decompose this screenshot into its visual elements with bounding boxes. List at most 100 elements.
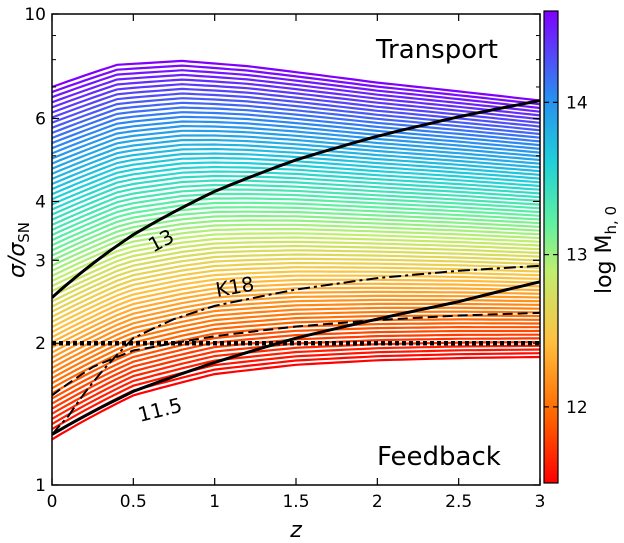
x-tick-label: 2.5 xyxy=(445,492,472,512)
band-curve xyxy=(52,73,540,113)
band-curve xyxy=(52,92,540,128)
band-curve xyxy=(52,115,540,150)
band-curve xyxy=(52,261,540,318)
y-tick-label: 10 xyxy=(24,5,46,25)
mass-curve-band xyxy=(52,59,540,441)
x-tick-label: 3 xyxy=(535,492,546,512)
series-line-dashed-3 xyxy=(52,311,540,397)
band-curve xyxy=(52,214,540,262)
x-tick-label: 2 xyxy=(372,492,383,512)
x-tick-label: 1 xyxy=(209,492,220,512)
band-curve xyxy=(52,129,540,165)
band-curve xyxy=(52,152,540,191)
svg-text:σ/σSN: σ/σSN xyxy=(5,222,33,278)
band-curve xyxy=(52,337,540,415)
band-curve xyxy=(52,257,540,313)
band-curve xyxy=(52,59,540,102)
y-tick-label: 6 xyxy=(35,109,46,129)
y-axis-label-main: σ/σ xyxy=(5,242,30,278)
band-curve xyxy=(52,344,540,425)
x-tick-label: 0 xyxy=(47,492,58,512)
series-lines xyxy=(52,99,540,436)
band-curve xyxy=(52,165,540,206)
series-line-11.5 xyxy=(52,280,540,436)
series-line-K18 xyxy=(52,264,540,436)
series-label-11-5: 11.5 xyxy=(135,393,184,427)
band-curve xyxy=(52,244,540,298)
band-curve xyxy=(52,97,540,132)
band-curve xyxy=(52,219,540,267)
band-curve xyxy=(52,87,540,124)
band-curve xyxy=(52,78,540,117)
band-curve xyxy=(52,294,540,359)
band-curve xyxy=(52,270,540,328)
band-curve xyxy=(52,302,540,369)
band-curve xyxy=(52,161,540,201)
band-curve xyxy=(52,170,540,211)
band-curve xyxy=(52,274,540,334)
band-curve xyxy=(52,101,540,136)
band-curve xyxy=(52,278,540,339)
y-tick-label: 4 xyxy=(35,192,46,212)
colorbar-ticks: 12 13 14 xyxy=(544,93,588,418)
band-curve xyxy=(52,306,540,374)
band-curve xyxy=(52,69,540,110)
band-curve xyxy=(52,348,540,431)
band-curve xyxy=(52,179,540,221)
band-curve xyxy=(52,174,540,216)
band-curve xyxy=(52,249,540,303)
band-curve xyxy=(52,236,540,288)
colorbar-tick-label: 14 xyxy=(566,93,588,113)
colorbar-tick-label: 12 xyxy=(566,398,588,418)
band-curve xyxy=(52,201,540,247)
region-label-transport: Transport xyxy=(375,35,498,65)
band-curve xyxy=(52,228,540,277)
band-curve xyxy=(52,64,540,106)
y-tick-label: 2 xyxy=(35,334,46,354)
band-curve xyxy=(52,223,540,272)
band-curve xyxy=(52,206,540,252)
band-curve xyxy=(52,183,540,226)
band-curve xyxy=(52,134,540,170)
band-curve xyxy=(52,138,540,175)
y-axis-label: σ/σSN xyxy=(5,222,33,278)
band-curve xyxy=(52,355,540,441)
x-tick-label: 1.5 xyxy=(282,492,309,512)
band-curve xyxy=(52,83,540,121)
y-axis-label-sub: SN xyxy=(15,222,33,243)
band-curve xyxy=(52,298,540,364)
band-curve xyxy=(52,253,540,308)
band-curve xyxy=(52,188,540,232)
colorbar xyxy=(543,10,559,484)
band-curve xyxy=(52,124,540,160)
band-curve xyxy=(52,120,540,155)
colorbar-label: log Mh, 0 xyxy=(592,206,620,294)
band-curve xyxy=(52,326,540,400)
band-curve xyxy=(52,290,540,354)
x-axis-label: z xyxy=(289,518,302,543)
band-curve xyxy=(52,106,540,140)
band-curve xyxy=(52,143,540,180)
y-tick-label: 3 xyxy=(35,251,46,271)
band-curve xyxy=(52,266,540,323)
band-curve xyxy=(52,111,540,145)
band-curve xyxy=(52,210,540,257)
colorbar-tick-label: 13 xyxy=(566,246,588,266)
region-label-feedback: Feedback xyxy=(377,442,501,472)
band-curve xyxy=(52,282,540,344)
band-curve xyxy=(52,329,540,405)
band-curve xyxy=(52,232,540,282)
x-tick-label: 0.5 xyxy=(120,492,147,512)
y-tick-label: 1 xyxy=(35,476,46,496)
band-curve xyxy=(52,192,540,237)
series-line-13 xyxy=(52,99,540,299)
band-curve xyxy=(52,147,540,186)
band-curve xyxy=(52,240,540,293)
svg-text:log Mh, 0: log Mh, 0 xyxy=(592,206,620,294)
band-curve xyxy=(52,286,540,349)
band-curve xyxy=(52,197,540,242)
series-label-k18: K18 xyxy=(214,272,256,302)
band-curve xyxy=(52,318,540,390)
